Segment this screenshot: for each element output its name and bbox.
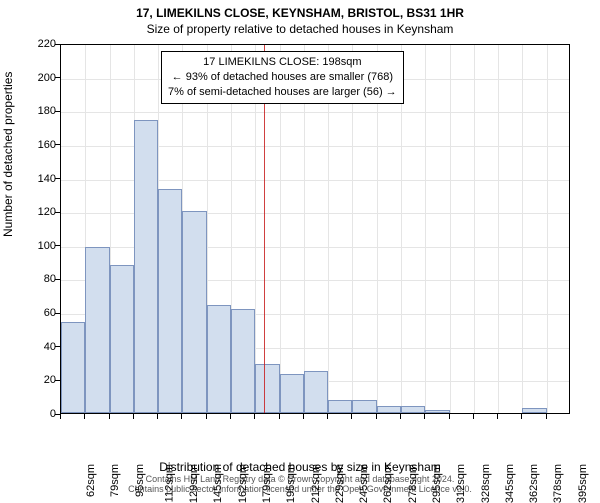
x-tick-label: 395sqm	[577, 464, 589, 503]
x-tick-mark	[157, 414, 158, 419]
y-axis-label: Number of detached properties	[1, 72, 15, 237]
annotation-line3: 7% of semi-detached houses are larger (5…	[168, 86, 397, 98]
x-tick-mark	[206, 414, 207, 419]
x-tick-label: 295sqm	[431, 464, 443, 503]
plot-area: 17 LIMEKILNS CLOSE: 198sqm ← 93% of detac…	[60, 44, 570, 414]
y-tick-mark	[55, 313, 60, 314]
histogram-bar	[255, 364, 279, 413]
x-tick-mark	[60, 414, 61, 419]
x-tick-label: 179sqm	[261, 464, 273, 503]
x-tick-label: 212sqm	[310, 464, 322, 503]
x-tick-label: 378sqm	[553, 464, 565, 503]
histogram-bar	[304, 371, 328, 413]
x-tick-mark	[546, 414, 547, 419]
x-tick-mark	[181, 414, 182, 419]
x-tick-label: 145sqm	[213, 464, 225, 503]
histogram-bar	[401, 406, 425, 413]
histogram-bar	[328, 400, 352, 413]
x-tick-mark	[327, 414, 328, 419]
y-tick-label: 40	[26, 341, 56, 353]
gridline-v	[522, 45, 523, 413]
y-tick-label: 200	[26, 72, 56, 84]
x-tick-label: 162sqm	[237, 464, 249, 503]
chart-container: 17, LIMEKILNS CLOSE, KEYNSHAM, BRISTOL, …	[0, 0, 600, 500]
y-tick-label: 140	[26, 173, 56, 185]
histogram-bar	[61, 322, 85, 413]
histogram-bar	[280, 374, 304, 413]
x-tick-label: 112sqm	[163, 464, 175, 502]
y-tick-mark	[55, 346, 60, 347]
y-tick-label: 220	[26, 38, 56, 50]
x-tick-mark	[351, 414, 352, 419]
x-tick-mark	[376, 414, 377, 419]
histogram-bar	[85, 247, 109, 414]
x-tick-mark	[254, 414, 255, 419]
x-tick-mark	[109, 414, 110, 419]
x-tick-mark	[303, 414, 304, 419]
x-tick-label: 129sqm	[188, 464, 200, 503]
x-tick-mark	[449, 414, 450, 419]
y-tick-label: 180	[26, 105, 56, 117]
chart-subtitle: Size of property relative to detached ho…	[0, 22, 600, 36]
y-tick-mark	[55, 212, 60, 213]
y-tick-label: 80	[26, 273, 56, 285]
gridline-h	[61, 112, 569, 113]
x-tick-label: 195sqm	[285, 464, 297, 503]
histogram-bar	[182, 211, 206, 413]
x-tick-label: 62sqm	[85, 464, 97, 497]
y-tick-mark	[55, 77, 60, 78]
histogram-bar	[425, 410, 449, 413]
x-tick-label: 262sqm	[383, 464, 395, 503]
y-tick-label: 160	[26, 139, 56, 151]
x-tick-mark	[133, 414, 134, 419]
x-tick-mark	[279, 414, 280, 419]
y-tick-label: 120	[26, 206, 56, 218]
histogram-bar	[207, 305, 231, 413]
chart-title: 17, LIMEKILNS CLOSE, KEYNSHAM, BRISTOL, …	[0, 0, 600, 20]
y-tick-mark	[55, 111, 60, 112]
x-tick-label: 95sqm	[134, 464, 146, 497]
histogram-bar	[522, 408, 546, 413]
x-tick-mark	[400, 414, 401, 419]
footnote-line2: Contains public sector information licen…	[128, 484, 472, 494]
x-tick-mark	[473, 414, 474, 419]
gridline-v	[474, 45, 475, 413]
gridline-v	[425, 45, 426, 413]
y-tick-mark	[55, 178, 60, 179]
x-tick-label: 278sqm	[407, 464, 419, 503]
x-tick-mark	[497, 414, 498, 419]
x-tick-label: 245sqm	[358, 464, 370, 503]
x-tick-label: 312sqm	[455, 464, 467, 503]
x-tick-label: 362sqm	[528, 464, 540, 503]
gridline-v	[498, 45, 499, 413]
histogram-bar	[352, 400, 376, 413]
gridline-v	[547, 45, 548, 413]
gridline-v	[450, 45, 451, 413]
x-tick-label: 229sqm	[334, 464, 346, 503]
x-tick-mark	[230, 414, 231, 419]
y-tick-label: 60	[26, 307, 56, 319]
x-tick-label: 79sqm	[109, 464, 121, 497]
annotation-box: 17 LIMEKILNS CLOSE: 198sqm ← 93% of detac…	[161, 51, 404, 104]
histogram-bar	[231, 309, 255, 413]
y-tick-mark	[55, 380, 60, 381]
y-tick-label: 100	[26, 240, 56, 252]
x-tick-mark	[84, 414, 85, 419]
y-tick-label: 0	[26, 408, 56, 420]
y-tick-label: 20	[26, 374, 56, 386]
histogram-bar	[134, 120, 158, 413]
annotation-line2: ← 93% of detached houses are smaller (76…	[172, 71, 393, 83]
y-tick-mark	[55, 144, 60, 145]
y-tick-mark	[55, 44, 60, 45]
histogram-bar	[377, 406, 401, 413]
annotation-line1: 17 LIMEKILNS CLOSE: 198sqm	[203, 56, 361, 68]
y-tick-mark	[55, 245, 60, 246]
x-tick-mark	[521, 414, 522, 419]
x-tick-label: 328sqm	[480, 464, 492, 503]
y-tick-mark	[55, 279, 60, 280]
histogram-bar	[110, 265, 134, 413]
x-tick-label: 345sqm	[504, 464, 516, 503]
histogram-bar	[158, 189, 182, 413]
x-tick-mark	[424, 414, 425, 419]
